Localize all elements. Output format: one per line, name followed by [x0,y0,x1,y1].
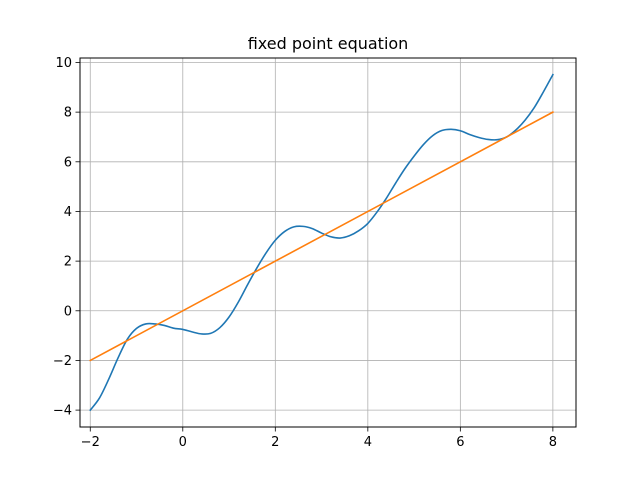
axes-frame [79,57,577,428]
series-layer [89,73,554,412]
x-tick-label: 2 [271,435,279,450]
grid [80,58,576,427]
y-tick-label: 4 [64,205,72,220]
y-tick-label: 0 [64,304,72,319]
y-axis: −4 −2 0 2 4 6 8 10 [53,56,80,419]
x-tick-label: 4 [364,435,372,450]
x-tick-label: −2 [81,435,100,450]
y-tick-label: 6 [64,155,72,170]
x-tick-label: 0 [179,435,187,450]
chart-title: fixed point equation [248,34,409,53]
y-tick-label: −2 [53,354,72,369]
y-tick-label: 10 [55,56,72,71]
y-tick-label: 8 [64,106,72,121]
y-tick-label: −4 [53,404,72,419]
x-tick-label: 6 [456,435,464,450]
y-tick-label: 2 [64,255,72,270]
series-line-1 [89,73,554,412]
x-axis: −2 0 2 4 6 8 [81,427,557,450]
x-tick-label: 8 [549,435,557,450]
series-line-2 [89,111,554,362]
